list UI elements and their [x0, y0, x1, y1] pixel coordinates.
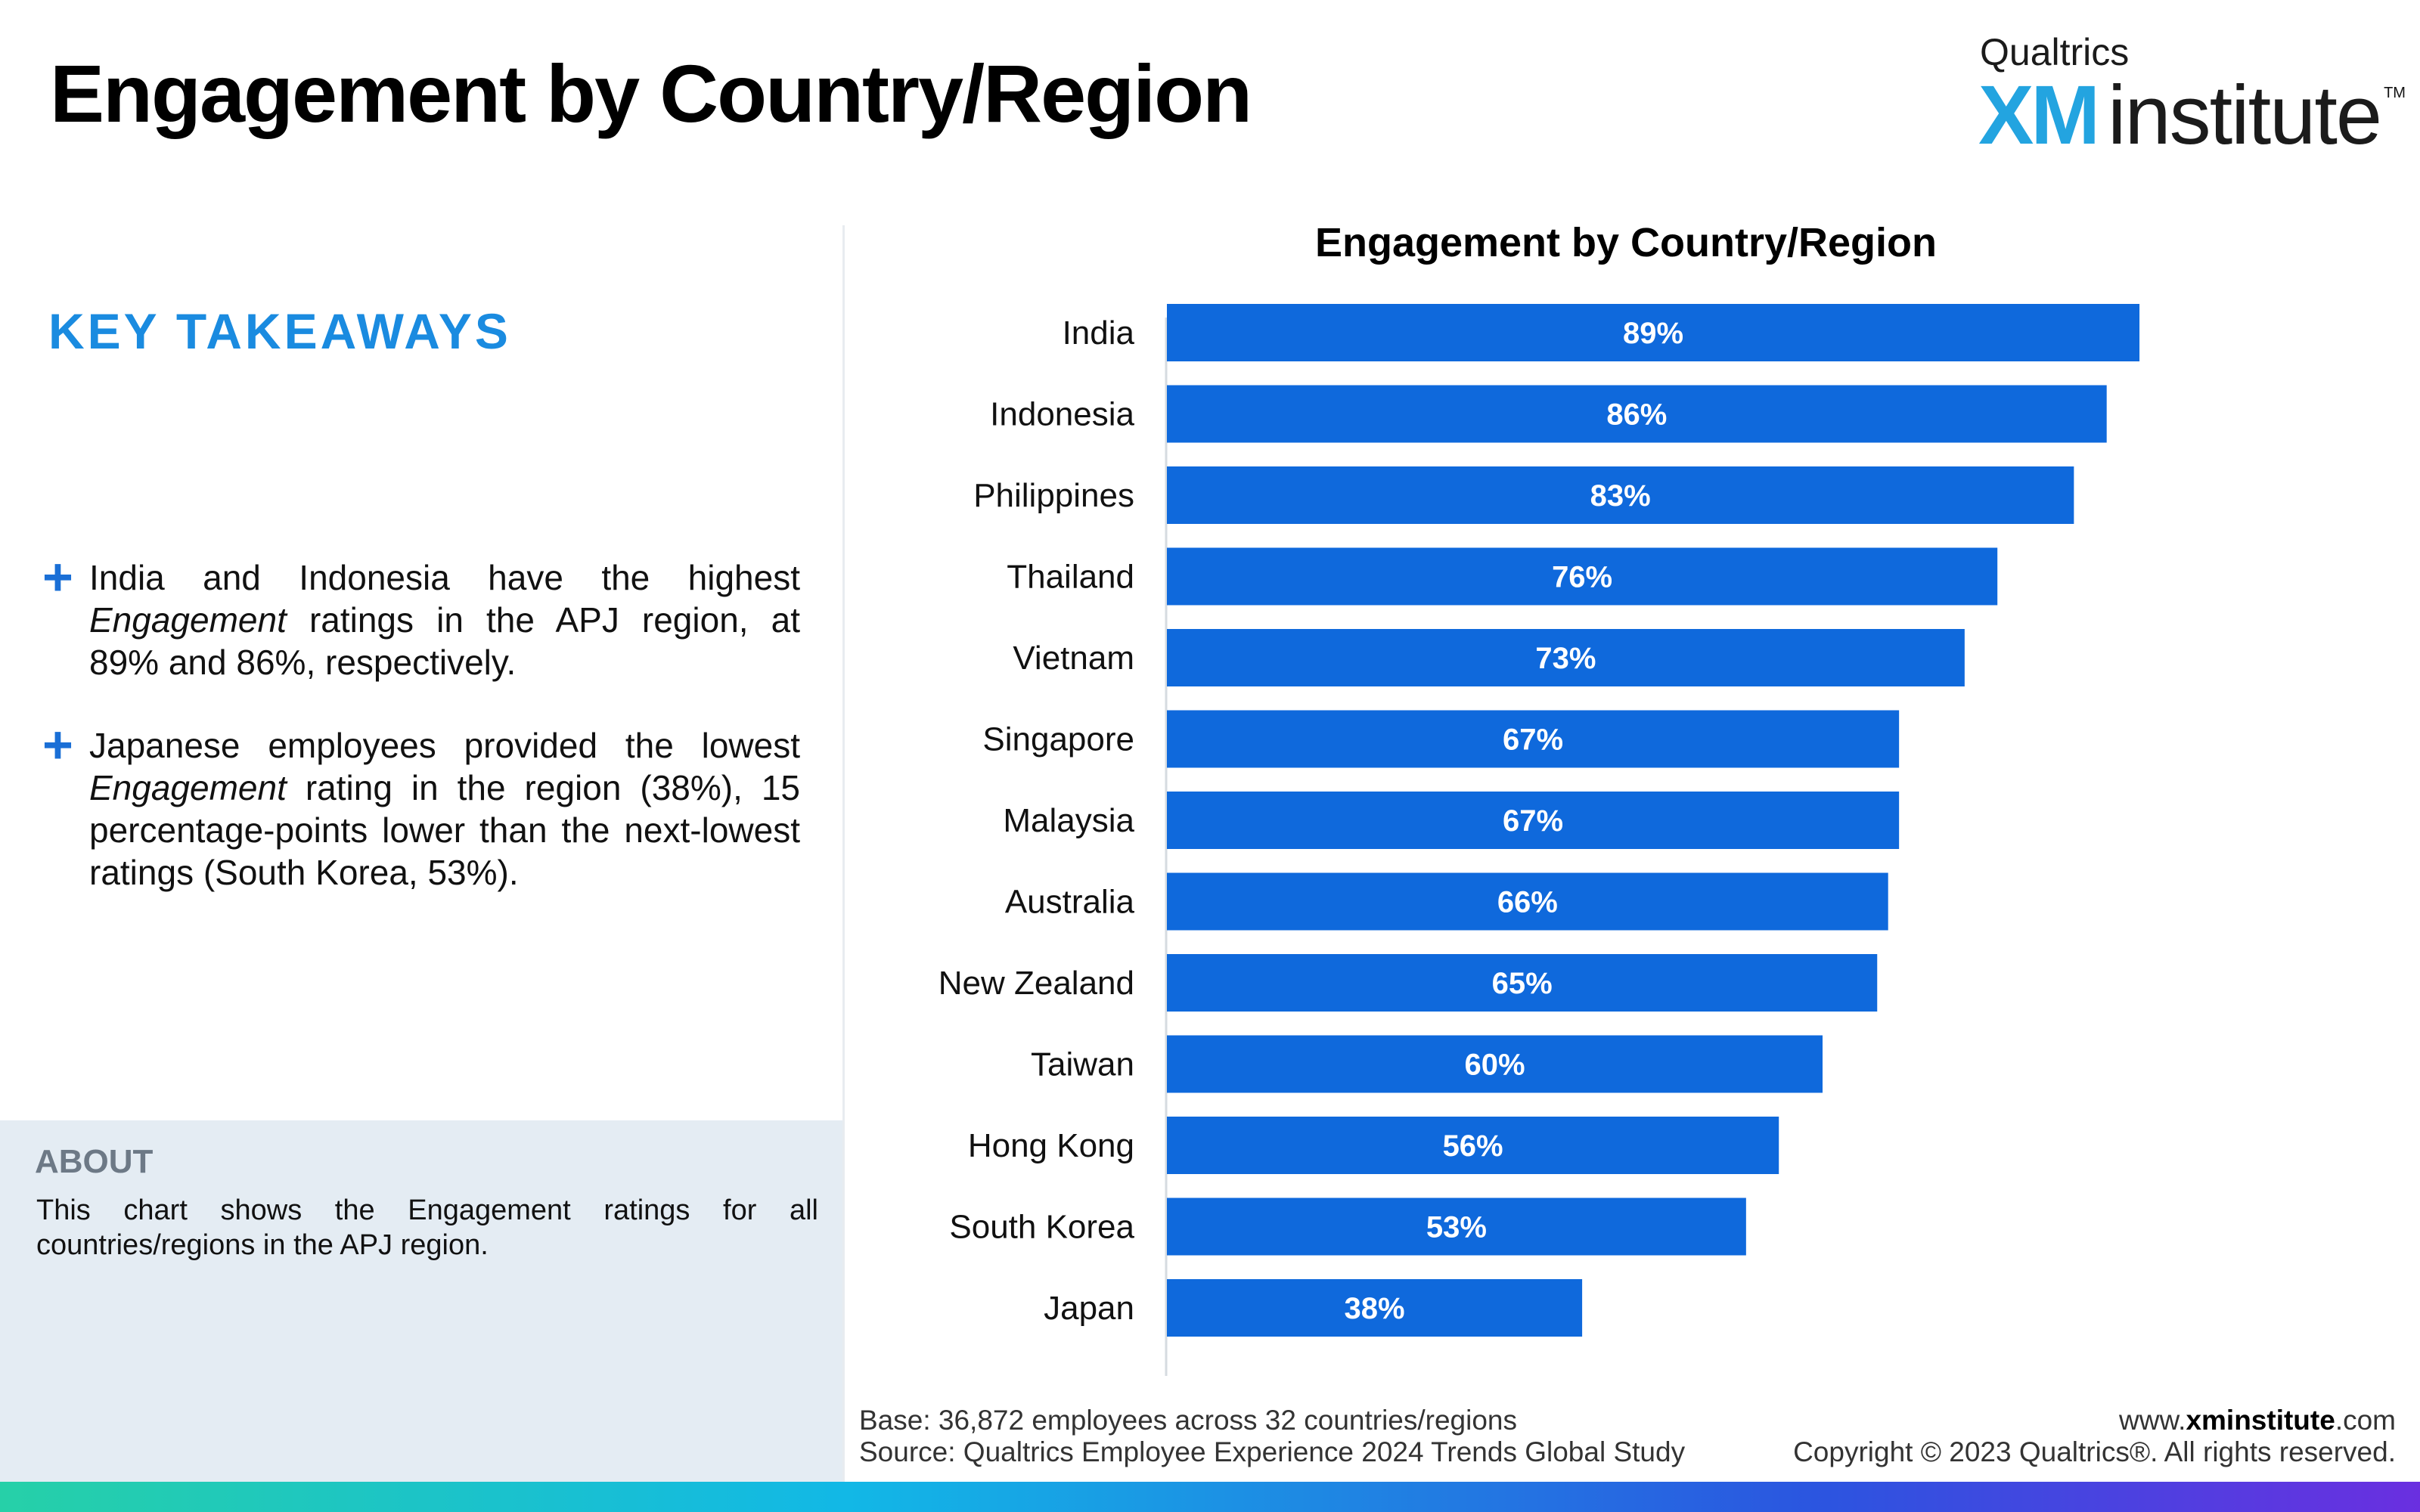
takeaway-text: Japanese employees provided the lowest E…	[89, 726, 800, 892]
logo-tm-mark: TM	[2384, 85, 2406, 101]
plus-icon: +	[42, 547, 73, 606]
key-takeaways-heading: KEY TAKEAWAYS	[48, 303, 511, 359]
about-heading: ABOUT	[35, 1143, 154, 1180]
logo-xm-text: XM	[1978, 69, 2100, 162]
bar-value-label: 53%	[1426, 1211, 1487, 1244]
xm-institute-logo: Qualtrics XM institute TM	[1978, 30, 2406, 162]
category-label: Philippines	[973, 477, 1134, 514]
bar	[1167, 629, 1965, 686]
bar-value-label: 66%	[1497, 886, 1558, 919]
bar	[1167, 954, 1878, 1012]
takeaway-bullet: + India and Indonesia have the highest E…	[42, 550, 800, 683]
panel-divider	[842, 225, 845, 1482]
chart-title: Engagement by Country/Region	[1314, 220, 1938, 265]
takeaway-bullet: + Japanese employees provided the lowest…	[42, 718, 800, 894]
bar	[1167, 1279, 1583, 1337]
bar	[1167, 1035, 1823, 1093]
takeaway-text: India and Indonesia have the highest Eng…	[89, 558, 800, 682]
credit-block: www.xminstitute.com Copyright © 2023 Qua…	[1793, 1405, 2396, 1468]
bar	[1167, 872, 1888, 931]
bar	[1167, 304, 2140, 361]
category-label: India	[1063, 314, 1135, 352]
bar	[1167, 466, 2074, 524]
plus-icon: +	[42, 715, 73, 774]
bar-value-label: 83%	[1590, 479, 1651, 513]
copyright-text: Copyright © 2023 Qualtrics®. All rights …	[1793, 1436, 2396, 1467]
category-label: Hong Kong	[968, 1127, 1134, 1164]
category-label: Vietnam	[1013, 640, 1134, 677]
bar	[1167, 792, 1900, 849]
source-note: Source: Qualtrics Employee Experience 20…	[859, 1436, 1686, 1467]
category-label: Japan	[1044, 1290, 1134, 1327]
bar-value-label: 60%	[1464, 1049, 1525, 1082]
category-label: Australia	[1005, 884, 1135, 921]
logo-wordmark: XM institute TM	[1978, 68, 2406, 164]
bar-value-label: 56%	[1443, 1129, 1503, 1163]
category-label: Malaysia	[1003, 802, 1134, 839]
bar	[1167, 547, 1998, 606]
base-note: Base: 36,872 employees across 32 countri…	[859, 1405, 1518, 1436]
category-label: South Korea	[949, 1209, 1134, 1246]
brand-gradient-bar	[0, 1482, 2420, 1512]
category-label: Thailand	[1007, 559, 1134, 596]
bar-value-label: 38%	[1345, 1292, 1405, 1325]
page-title: Engagement by Country/Region	[50, 48, 1252, 139]
bar-value-label: 67%	[1503, 804, 1563, 838]
bar	[1167, 710, 1900, 768]
bar-value-label: 67%	[1503, 723, 1563, 757]
website-link[interactable]: www.xminstitute.com	[2119, 1405, 2396, 1436]
bar	[1167, 385, 2107, 443]
bar-value-label: 73%	[1535, 642, 1596, 675]
bar-value-label: 86%	[1606, 398, 1667, 432]
about-panel: ABOUT This chart shows the Engagement ra…	[0, 1120, 842, 1482]
bar-value-label: 89%	[1623, 317, 1683, 350]
category-label: New Zealand	[939, 965, 1134, 1002]
logo-qualtrics-text: Qualtrics	[1980, 31, 2130, 73]
category-label: Singapore	[982, 721, 1134, 758]
category-label: Indonesia	[990, 396, 1134, 433]
engagement-bar-chart: India 89% Indonesia 86% Philippines 83% Thaila…	[939, 304, 2140, 1376]
bar-value-label: 65%	[1492, 967, 1553, 1000]
chart-footnote: Base: 36,872 employees across 32 countri…	[859, 1405, 1685, 1468]
bar	[1167, 1198, 1746, 1256]
category-label: Taiwan	[1031, 1046, 1134, 1083]
about-text: This chart shows the Engagement ratings …	[36, 1194, 818, 1261]
bar-value-label: 76%	[1552, 561, 1612, 594]
bar	[1167, 1117, 1779, 1174]
logo-institute-text: institute	[2108, 69, 2382, 162]
